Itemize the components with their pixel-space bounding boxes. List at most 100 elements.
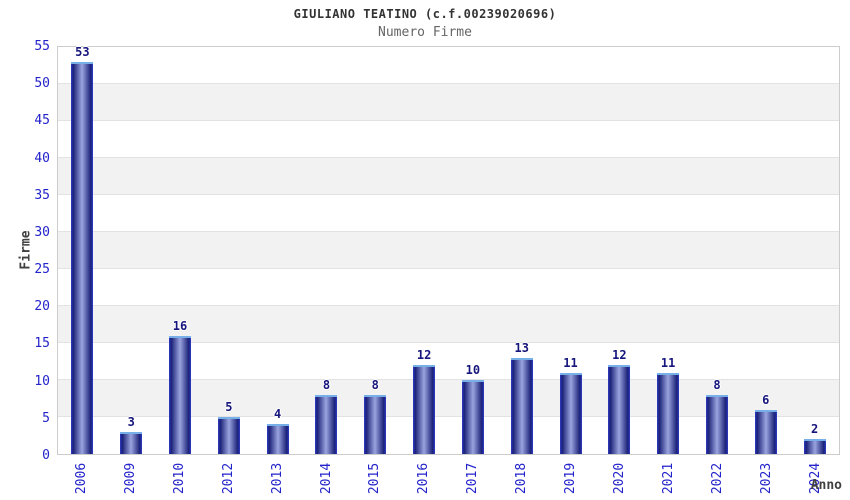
bar-slot: 12 — [400, 47, 449, 454]
bar-value-label: 6 — [762, 392, 770, 407]
bar-slot: 8 — [693, 47, 742, 454]
bar-2006 — [71, 61, 94, 454]
bar-slot: 12 — [595, 47, 644, 454]
bar-slot: 5 — [204, 47, 253, 454]
y-tick-label: 55 — [34, 39, 50, 54]
chart-subtitle: Numero Firme — [378, 25, 472, 40]
x-slot: 2006 — [57, 456, 106, 500]
grid-band — [58, 269, 839, 306]
grid-band — [58, 232, 839, 269]
y-tick-label: 35 — [34, 188, 50, 203]
y-axis-ticks: 0 5 10 15 20 25 30 35 40 45 50 55 — [0, 39, 50, 463]
bar-value-label: 53 — [75, 44, 90, 59]
bar-2010 — [169, 335, 192, 454]
bar-2013 — [266, 424, 289, 454]
y-tick-label: 20 — [34, 299, 50, 314]
bar-value-label: 2 — [810, 422, 819, 437]
bar-value-label: 12 — [416, 348, 432, 363]
x-slot: 2009 — [106, 456, 155, 500]
bar-slot: 10 — [449, 47, 498, 454]
y-tick-label: 50 — [34, 76, 50, 91]
x-tick-label: 2010 — [171, 462, 187, 494]
x-slot: 2015 — [351, 456, 400, 500]
bar-slot: 53 — [58, 44, 107, 454]
bar-2019 — [559, 372, 582, 454]
bar-slot: 11 — [644, 47, 693, 454]
bar-value-label: 11 — [660, 355, 676, 370]
x-tick-label: 2022 — [710, 462, 726, 494]
grid-band — [58, 84, 839, 121]
bar-2016 — [413, 365, 436, 454]
grid-band — [58, 158, 839, 195]
x-tick-label: 2020 — [612, 462, 628, 494]
grid-band — [58, 121, 839, 158]
bar-slot: 3 — [107, 47, 156, 454]
x-tick-label: 2021 — [661, 462, 677, 494]
bar-2017 — [461, 380, 484, 454]
x-slot: 2012 — [204, 456, 253, 500]
y-tick-label: 30 — [34, 225, 50, 240]
x-slot: 2021 — [644, 456, 693, 500]
bar-value-label: 16 — [172, 318, 188, 333]
plot-area: 53 3 16 5 4 8 8 12 10 13 11 12 11 8 6 2 — [57, 44, 840, 455]
y-tick-label: 10 — [34, 374, 50, 389]
x-tick-label: 2018 — [514, 462, 530, 494]
bar-slot: 13 — [497, 47, 546, 454]
bar-value-label: 12 — [612, 348, 627, 363]
bar-2012 — [217, 417, 240, 454]
bar-value-label: 8 — [713, 377, 721, 392]
bar-2018 — [510, 357, 533, 454]
bar-slot: 2 — [790, 47, 839, 454]
y-tick-label: 15 — [34, 336, 50, 351]
bar-slot: 8 — [302, 47, 351, 454]
bar-2015 — [364, 394, 387, 454]
y-tick-label: 0 — [42, 448, 50, 463]
x-tick-label: 2019 — [563, 462, 579, 494]
bar-2023 — [754, 409, 777, 454]
bar-value-label: 5 — [225, 400, 233, 414]
x-slot: 2013 — [253, 456, 302, 500]
y-tick-label: 45 — [34, 113, 50, 128]
bar-value-label: 13 — [514, 340, 529, 355]
x-slot: 2017 — [449, 456, 498, 500]
bar-value-label: 10 — [465, 363, 481, 377]
x-slot: 2010 — [155, 456, 204, 500]
bar-2009 — [120, 431, 143, 454]
bar-slot: 6 — [741, 47, 790, 454]
bar-slot: 8 — [351, 47, 400, 454]
bar-2014 — [315, 394, 338, 454]
x-slot: 2016 — [400, 456, 449, 500]
x-tick-label: 2015 — [367, 462, 383, 494]
bar-value-label: 3 — [127, 414, 135, 429]
x-slot: 2019 — [546, 456, 595, 500]
bar-slot: 11 — [546, 47, 595, 454]
x-tick-label: 2009 — [122, 462, 138, 494]
x-tick-label: 2012 — [220, 462, 236, 494]
x-tick-label: 2017 — [465, 462, 481, 494]
x-tick-label: 2023 — [759, 462, 775, 494]
x-tick-label: 2006 — [73, 462, 89, 494]
bars-layer: 53 3 16 5 4 8 8 12 10 13 11 12 11 8 6 2 — [58, 44, 839, 454]
bar-value-label: 11 — [563, 355, 578, 370]
x-slot: 2023 — [742, 456, 791, 500]
bar-value-label: 4 — [274, 407, 282, 422]
bar-slot: 16 — [156, 47, 205, 454]
grid-bands-layer — [58, 47, 839, 454]
x-slot: 2022 — [693, 456, 742, 500]
chart-title: GIULIANO TEATINO (c.f.00239020696) — [293, 7, 557, 21]
bar-2024 — [803, 439, 826, 454]
bar-2022 — [705, 394, 728, 454]
y-tick-label: 5 — [42, 411, 50, 426]
bar-slot: 4 — [253, 47, 302, 454]
bar-2020 — [608, 365, 631, 454]
bar-value-label: 8 — [371, 377, 379, 392]
x-slot: 2014 — [302, 456, 351, 500]
x-axis-title: Anno — [810, 478, 842, 493]
y-tick-label: 40 — [34, 151, 50, 166]
x-tick-label: 2013 — [269, 462, 285, 494]
x-slot: 2020 — [595, 456, 644, 500]
x-axis-ticks: 2006 2009 2010 2012 2013 2014 2015 2016 2017 2018… — [57, 456, 840, 500]
y-tick-label: 25 — [34, 262, 50, 277]
grid-band — [58, 47, 839, 84]
